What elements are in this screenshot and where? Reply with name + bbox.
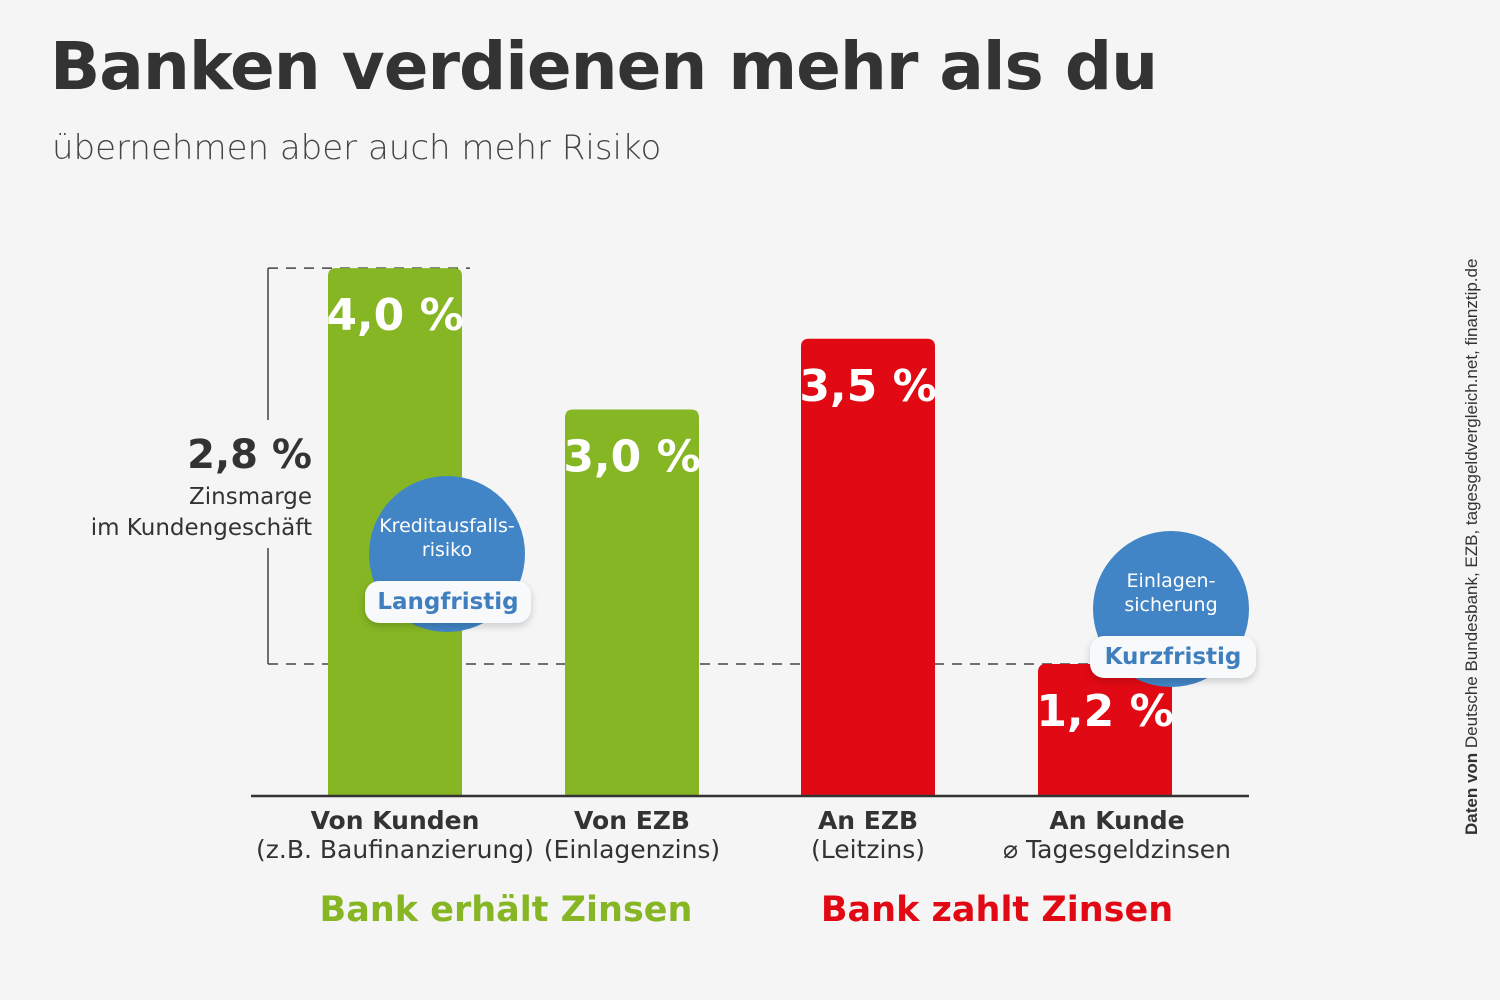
margin-label-line2: im Kundengeschäft xyxy=(90,515,312,541)
margin-label: Zinsmarge im Kundengeschäft xyxy=(91,482,312,544)
bubble-text: Kreditausfalls- xyxy=(379,515,515,537)
bubble-text: risiko xyxy=(421,539,473,561)
category-label: An Kunde ⌀ Tagesgeldzinsen xyxy=(977,806,1257,864)
source-note: Daten von Deutsche Bundesbank, EZB, tage… xyxy=(1462,259,1482,835)
bar-value-label: 4,0 % xyxy=(326,290,463,341)
bar-value-label: 3,5 % xyxy=(799,361,936,412)
category-sub: (Einlagenzins) xyxy=(543,835,721,864)
tag-langfristig: Langfristig xyxy=(365,581,531,623)
bar xyxy=(565,409,699,795)
bar-value-label: 3,0 % xyxy=(563,432,700,483)
category-label: Von Kunden (z.B. Baufinanzierung) xyxy=(255,806,535,864)
bubble-text: Einlagen- xyxy=(1126,570,1216,592)
category-main: An EZB xyxy=(817,806,919,835)
bar-value-label: 1,2 % xyxy=(1036,686,1173,737)
group-label-pay: Bank zahlt Zinsen xyxy=(820,890,1174,930)
category-label: An EZB (Leitzins) xyxy=(728,806,1008,864)
margin-value: 2,8 % xyxy=(187,432,312,478)
bar xyxy=(1038,664,1172,795)
bar xyxy=(801,338,935,795)
group-label-receive: Bank erhält Zinsen xyxy=(319,890,693,930)
category-sub: (z.B. Baufinanzierung) xyxy=(256,835,534,864)
source-text: Deutsche Bundesbank, EZB, tagesgeldvergl… xyxy=(1462,258,1481,753)
category-label: Von EZB (Einlagenzins) xyxy=(492,806,772,864)
category-sub: (Leitzins) xyxy=(810,835,926,864)
chart-subtitle: übernehmen aber auch mehr Risiko xyxy=(52,128,662,168)
bubble-text: sicherung xyxy=(1124,594,1218,616)
category-main: Von EZB xyxy=(574,806,690,835)
category-sub: ⌀ Tagesgeldzinsen xyxy=(1003,835,1231,864)
source-bold: Daten von xyxy=(1462,752,1481,835)
tag-kurzfristig: Kurzfristig xyxy=(1090,636,1256,678)
category-main: An Kunde xyxy=(1049,806,1185,835)
category-main: Von Kunden xyxy=(310,806,480,835)
chart-title: Banken verdienen mehr als du xyxy=(50,28,1158,105)
margin-label-line1: Zinsmarge xyxy=(188,484,312,510)
